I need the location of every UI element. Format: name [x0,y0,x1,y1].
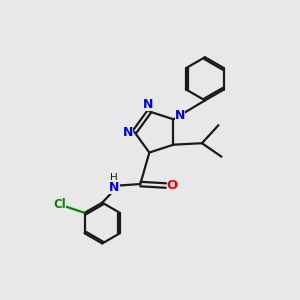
Text: O: O [167,179,178,192]
Text: N: N [142,98,153,111]
Text: N: N [175,109,185,122]
Text: N: N [109,181,119,194]
Text: N: N [123,125,133,139]
Text: Cl: Cl [54,198,66,211]
Text: H: H [110,173,118,183]
